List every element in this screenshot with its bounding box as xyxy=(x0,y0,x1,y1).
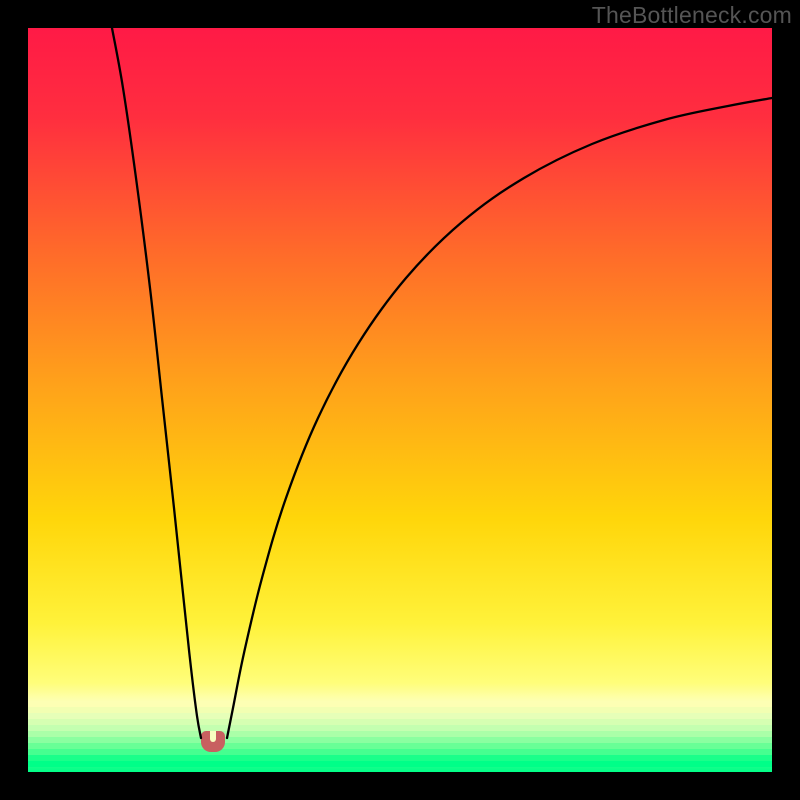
chart-frame: TheBottleneck.com xyxy=(0,0,800,800)
curves-layer xyxy=(28,28,772,772)
right-curve xyxy=(227,98,772,738)
plot-area xyxy=(28,28,772,772)
watermark-text: TheBottleneck.com xyxy=(592,2,792,29)
left-curve xyxy=(112,28,201,738)
